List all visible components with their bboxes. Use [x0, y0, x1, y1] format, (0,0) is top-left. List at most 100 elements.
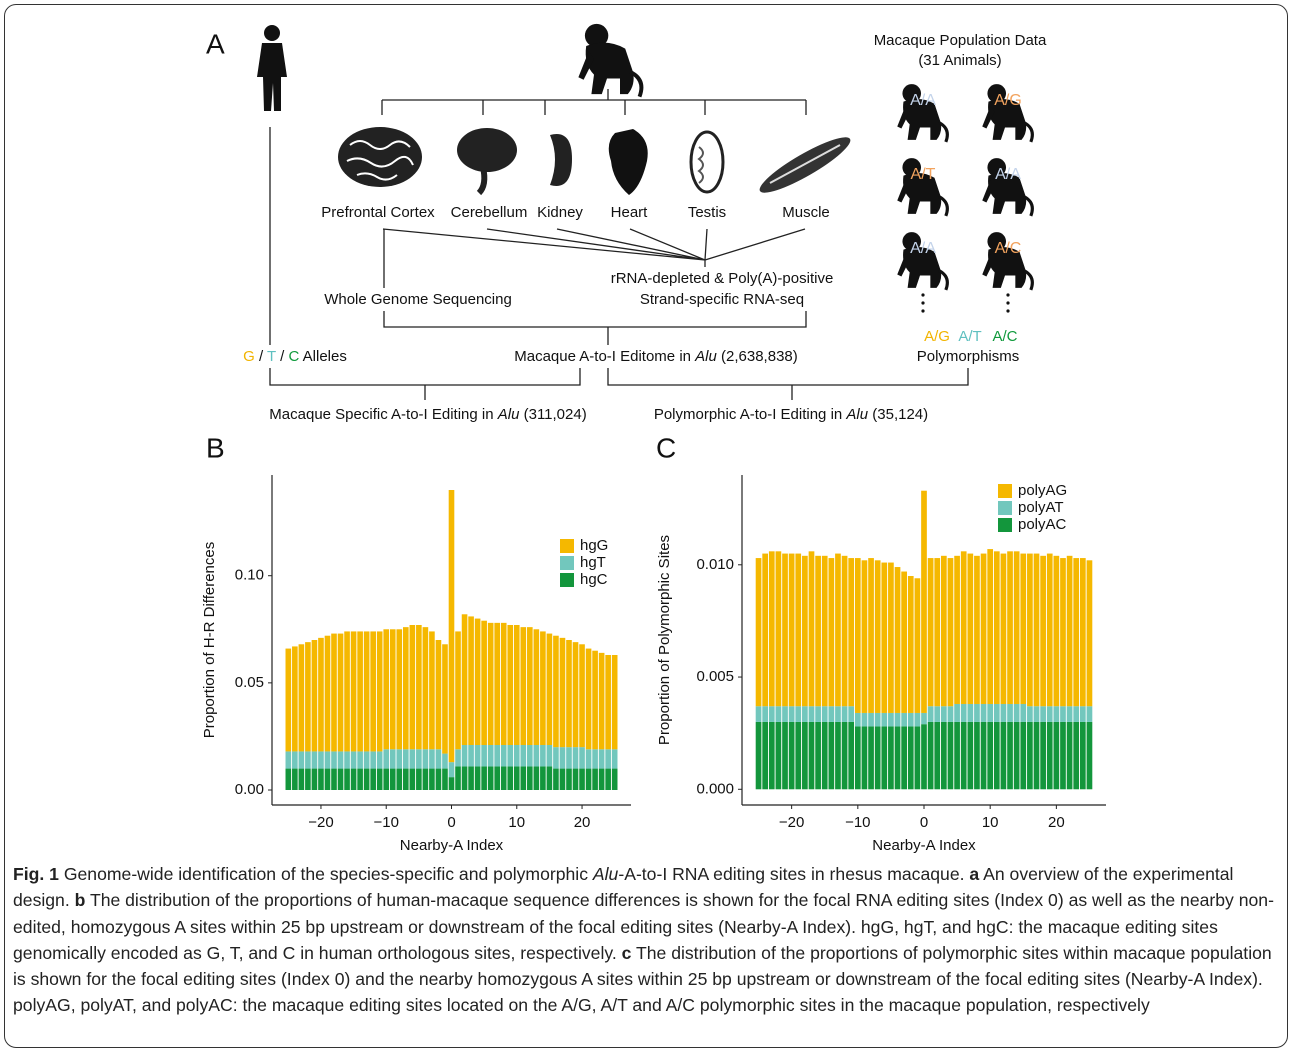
specific-label: Macaque Specific A-to-I Editing in Alu (… — [269, 406, 586, 423]
allele: G — [243, 348, 255, 365]
bar-segment — [423, 769, 429, 790]
bar-segment — [318, 751, 324, 768]
y-axis-title: Proportion of Polymorphic Sites — [656, 535, 673, 745]
polymorphism-type: A/T — [958, 328, 981, 345]
text: Alu — [497, 406, 520, 423]
editome-label: Macaque A-to-I Editome in Alu (2,638,838… — [514, 348, 798, 365]
bar-segment — [305, 769, 311, 790]
bar-segment — [377, 751, 383, 768]
bar-segment — [429, 749, 435, 768]
bar-segment — [403, 769, 409, 790]
bar-segment — [762, 706, 768, 722]
bar-segment — [357, 631, 363, 751]
bar-segment — [1054, 706, 1060, 722]
bar-segment — [429, 769, 435, 790]
bar-segment — [895, 713, 901, 726]
population-title: Macaque Population Data — [874, 32, 1047, 49]
tissue-icons — [338, 127, 856, 201]
polymorphism-type: A/C — [992, 328, 1017, 345]
bar-segment — [449, 762, 455, 777]
bar-segment — [967, 722, 973, 789]
bar-segment — [888, 563, 894, 713]
bar-segment — [547, 745, 553, 766]
bar-segment — [1080, 706, 1086, 722]
bar-segment — [967, 554, 973, 704]
bar-segment — [1001, 722, 1007, 789]
bar-segment — [494, 623, 500, 745]
bar-segment — [390, 769, 396, 790]
bar-segment — [468, 745, 474, 766]
bar-segment — [383, 629, 389, 749]
bar-segment — [1020, 554, 1026, 704]
bar-segment — [357, 751, 363, 768]
bar-segment — [1073, 706, 1079, 722]
bar-segment — [599, 749, 605, 768]
bar-segment — [540, 631, 546, 745]
bar-segment — [410, 749, 416, 768]
bar-segment — [403, 627, 409, 749]
legend-swatch — [998, 501, 1012, 515]
bar-segment — [507, 766, 513, 790]
bar-segment — [987, 722, 993, 789]
bar-segment — [981, 704, 987, 722]
x-tick-label: 0 — [920, 814, 928, 831]
bar-segment — [599, 653, 605, 749]
bar-segment — [423, 749, 429, 768]
text: (2,638,838) — [717, 348, 798, 365]
bar-segment — [1027, 722, 1033, 789]
method-label: Whole Genome Sequencing — [324, 291, 512, 308]
bar-segment — [842, 556, 848, 706]
bar-segment — [888, 726, 894, 789]
bar-segment — [1014, 722, 1020, 789]
bar-segment — [573, 747, 579, 768]
bar-segment — [586, 749, 592, 768]
bar-segment — [462, 614, 468, 745]
bar-segment — [501, 745, 507, 766]
alleles-word: Alleles — [299, 348, 347, 365]
bar-segment — [1047, 554, 1053, 707]
tissue-label: Prefrontal Cortex — [321, 204, 435, 221]
bar-segment — [776, 551, 782, 706]
caption-text: Genome-wide identification of the specie… — [59, 864, 593, 884]
bar-segment — [776, 706, 782, 722]
bar-segment — [908, 576, 914, 713]
bar-segment — [948, 722, 954, 789]
legend-swatch — [998, 518, 1012, 532]
bar-segment — [475, 619, 481, 745]
bar-segment — [396, 629, 402, 749]
bar-segment — [436, 769, 442, 790]
bar-segment — [540, 745, 546, 766]
bar-segment — [815, 722, 821, 789]
bar-segment — [921, 491, 927, 713]
bar-segment — [488, 623, 494, 745]
bar-segment — [534, 629, 540, 745]
bar-segment — [928, 558, 934, 706]
y-tick-label: 0.005 — [696, 668, 734, 685]
bar-segment — [286, 769, 292, 790]
bar-segment — [331, 769, 337, 790]
bar-segment — [494, 766, 500, 790]
bar-segment — [881, 563, 887, 713]
bar-segment — [429, 631, 435, 749]
bar-segment — [782, 722, 788, 789]
bar-segment — [974, 704, 980, 722]
bar-segment — [769, 722, 775, 789]
polymorphism-label: Polymorphisms — [917, 348, 1020, 365]
bar-segment — [1067, 706, 1073, 722]
tissue-label: Cerebellum — [451, 204, 528, 221]
y-tick-label: 0.000 — [696, 780, 734, 797]
bar-segment — [547, 766, 553, 790]
bar-segment — [534, 745, 540, 766]
bar-segment — [822, 722, 828, 789]
bar-segment — [954, 722, 960, 789]
bar-segment — [416, 769, 422, 790]
bar-segment — [318, 769, 324, 790]
bar-segment — [835, 706, 841, 722]
bar-segment — [802, 556, 808, 706]
bar-segment — [868, 558, 874, 713]
bar-segment — [1001, 554, 1007, 704]
legend-label: hgT — [580, 554, 606, 571]
text: Macaque Specific A-to-I Editing in — [269, 406, 497, 423]
bar-segment — [351, 751, 357, 768]
bar-segment — [987, 549, 993, 704]
